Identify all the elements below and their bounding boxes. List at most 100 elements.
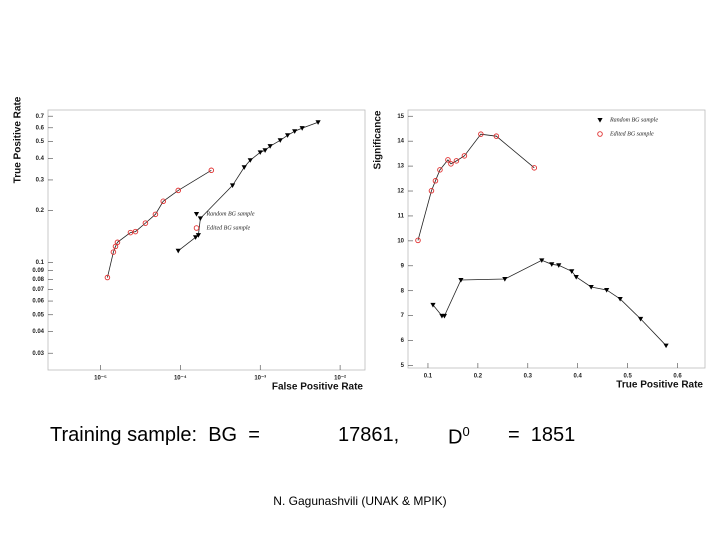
marker [132,228,139,235]
legend-label: Edited BG sample [206,225,251,231]
footer: N. Gagunashvili (UNAK & MPIK) [273,494,447,508]
marker [277,138,283,143]
series-line [177,121,319,252]
marker [142,220,149,226]
marker [437,167,443,173]
y-tick-label: 12 [397,189,404,195]
marker [292,129,298,134]
marker [448,161,454,167]
marker [257,150,263,155]
marker [152,211,159,218]
x-tick-label: 0.4 [574,374,583,380]
y-tick-label: 0.4 [36,156,45,162]
y-tick-label: 0.06 [32,299,44,305]
marker [415,237,421,244]
marker [604,287,610,293]
y-tick-label: 6 [401,338,405,344]
charts: 10⁻⁵ 10⁻⁴ 10⁻³ 10⁻² 0.7 0.6 0.5 0.4 0.3 0.2 0.1 0.0… [13,96,706,393]
marker [441,313,448,319]
x-tick-label: 0.1 [424,374,433,380]
marker [284,133,291,138]
legend-swatch [597,131,603,137]
y-axis-label: True Positive Rate [13,96,24,183]
marker [573,275,579,280]
series-line [417,133,535,241]
bg-count: 17861, [338,424,400,446]
legend-swatch [597,118,603,123]
marker [241,165,247,170]
y-axis-label: Significance [373,110,384,169]
y-tick-label: 0.08 [32,277,44,283]
marker [461,153,468,159]
d-superscript: 0 [462,424,470,439]
marker [663,343,669,349]
y-tick-label: 0.2 [36,208,45,214]
y-tick-label: 0.7 [36,114,45,120]
y-tick-label: 0.03 [32,351,44,357]
x-tick-label: 10⁻² [334,375,346,382]
marker [262,148,268,153]
y-tick-label: 15 [397,114,404,120]
marker [110,249,117,255]
y-tick-label: 0.05 [32,312,44,318]
marker [192,235,199,240]
marker [197,216,203,221]
training-label: Training sample: BG = [50,424,260,446]
marker [208,167,215,174]
y-tick-label: 0.5 [36,139,45,145]
marker [160,198,166,205]
x-tick-label: 0.6 [673,374,682,380]
y-tick-label: 13 [397,164,404,170]
marker [247,158,253,163]
series-line [432,259,667,346]
x-tick-label: 10⁻³ [254,375,266,382]
legend-label: Edited BG sample [609,131,654,137]
marker [229,183,236,189]
plot-frame [47,109,366,371]
y-tick-label: 5 [401,363,405,369]
marker [104,274,111,281]
marker [432,178,439,184]
marker [617,296,623,302]
y-tick-label: 0.6 [36,125,45,131]
x-tick-label: 0.5 [623,374,632,380]
y-tick-label: 0.04 [32,329,44,335]
legend-label: Random BG sample [206,211,255,217]
y-tick-label: 0.09 [32,268,44,274]
legend-swatch [193,225,200,231]
y-tick-label: 10 [397,238,404,244]
y-tick-label: 0.1 [36,260,45,266]
marker [531,165,538,171]
legend-label: Random BG sample [609,117,658,123]
y-tick-label: 9 [401,263,405,269]
marker [588,284,594,290]
d-symbol: D [448,426,463,449]
marker [478,131,484,137]
marker [315,120,321,125]
x-tick-label: 10⁻⁴ [174,376,187,382]
y-tick-label: 0.3 [36,178,45,184]
marker [556,263,562,268]
y-tick-label: 11 [398,214,405,220]
y-tick-label: 14 [397,139,404,145]
plot-frame [407,109,706,369]
y-tick-label: 7 [401,313,405,319]
d-label: D0 [448,424,470,450]
marker [175,187,181,194]
x-tick-label: 0.3 [524,374,533,380]
marker [127,229,134,236]
x-axis-label: True Positive Rate [616,380,703,391]
legend-swatch [193,212,200,217]
d-count: = 1851 [508,424,576,446]
y-tick-label: 8 [401,288,405,294]
x-tick-label: 10⁻⁵ [94,376,107,382]
y-tick-label: 0.07 [32,287,44,293]
marker [175,248,181,254]
marker [195,233,201,238]
x-axis-label: False Positive Rate [272,382,364,393]
marker [539,258,545,263]
marker [458,278,464,283]
marker [428,188,435,194]
marker [430,302,436,308]
